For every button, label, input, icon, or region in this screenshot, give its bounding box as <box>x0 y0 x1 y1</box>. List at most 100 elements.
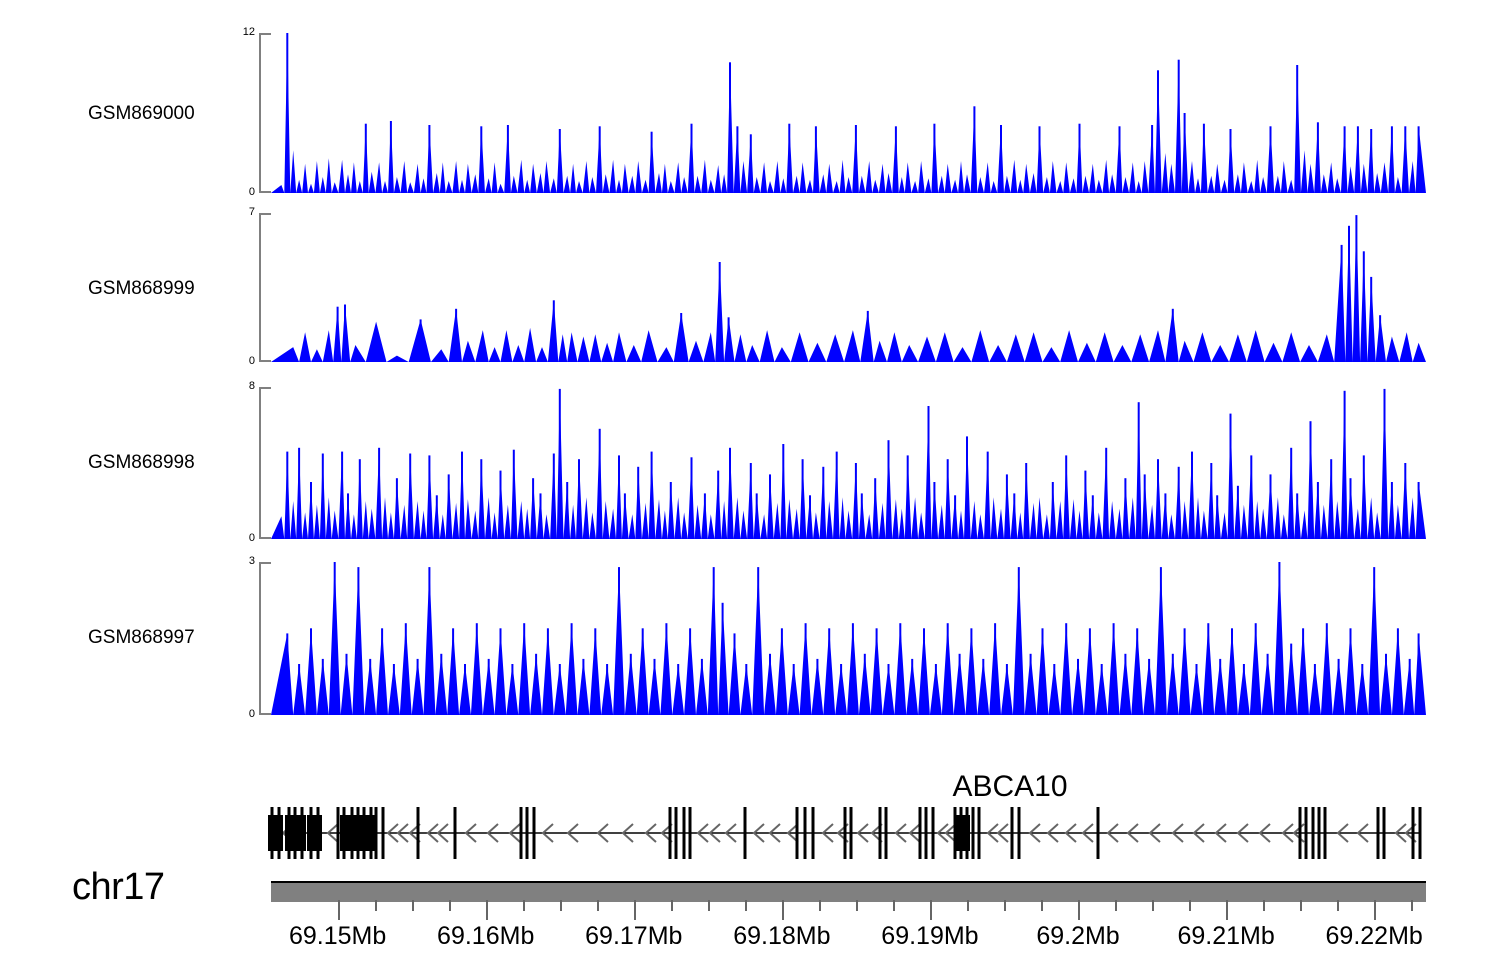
coverage-spike <box>1157 70 1159 193</box>
coverage-spike <box>1065 455 1068 539</box>
gene-exon <box>682 807 686 859</box>
coverage-spike <box>986 451 989 539</box>
coverage-spike <box>1379 315 1382 362</box>
strand-arrow-icon <box>1258 823 1271 843</box>
strand-arrow-icon <box>696 823 709 843</box>
gene-exon <box>519 807 523 859</box>
coverage-spike <box>804 623 807 715</box>
coverage-spike <box>1309 421 1312 539</box>
gene-cds-block <box>307 815 315 851</box>
strand-arrow-icon <box>856 823 869 843</box>
coverage-spike <box>286 33 289 193</box>
strand-arrow-icon <box>464 823 477 843</box>
coverage-spike <box>755 493 758 539</box>
gene-annotation-panel[interactable]: ABCA10 <box>0 770 1500 870</box>
coverage-spike <box>1231 628 1233 715</box>
axis-major-tick <box>633 900 636 920</box>
coverage-spike <box>863 653 866 715</box>
strand-arrow-icon <box>1148 823 1161 843</box>
coverage-spike <box>1337 658 1340 715</box>
coverage-spike <box>1183 113 1186 193</box>
coverage-spike <box>1417 126 1420 193</box>
coverage-spike <box>721 602 724 715</box>
axis-minor-tick <box>448 900 451 911</box>
coverage-spike <box>298 664 301 715</box>
track-label-gsm868999: GSM868999 <box>88 278 195 299</box>
axis-tick-label: 69.15Mb <box>288 922 387 950</box>
gene-exon <box>525 807 529 859</box>
track-y-axis-bracket <box>259 213 271 362</box>
coverage-spike <box>854 463 857 539</box>
strand-arrow-icon <box>1028 823 1041 843</box>
coverage-spike <box>745 664 748 715</box>
strand-arrow-icon <box>724 823 737 843</box>
gene-exon <box>1376 807 1380 859</box>
coverage-spike <box>1124 653 1127 715</box>
strand-arrow-icon <box>786 823 799 843</box>
coverage-spike <box>650 451 653 539</box>
coverage-spike <box>690 123 693 193</box>
strand-arrow-icon <box>1394 823 1407 843</box>
coverage-plot-area[interactable] <box>271 562 1426 715</box>
coverage-spike <box>395 478 398 539</box>
coverage-spike <box>1216 495 1219 539</box>
coverage-spike <box>712 567 715 715</box>
coverage-spike <box>1349 478 1352 539</box>
coverage-spike <box>1177 466 1180 539</box>
track-y-max-value: 12 <box>242 26 255 38</box>
track-y-axis-bracket <box>259 387 271 539</box>
strand-arrow-icon <box>894 823 907 843</box>
gene-exon <box>416 807 420 859</box>
coverage-spike <box>1177 59 1180 193</box>
gene-exon <box>381 807 385 859</box>
axis-minor-tick <box>1003 900 1006 911</box>
coverage-spike <box>1112 623 1115 715</box>
coverage-spike <box>1029 653 1032 715</box>
coverage-spike <box>1355 215 1358 362</box>
strand-arrow-icon <box>1126 823 1139 843</box>
coverage-spike <box>392 664 395 715</box>
coverage-spike <box>1408 658 1411 715</box>
coverage-spike <box>428 455 431 539</box>
gene-exon <box>1096 807 1100 859</box>
coverage-spike <box>1325 623 1328 715</box>
strand-arrow-icon <box>396 823 409 843</box>
coverage-spike <box>1105 447 1108 539</box>
chromosome-label: chr17 <box>72 866 165 908</box>
coverage-spike <box>552 453 555 539</box>
ideogram-bar[interactable] <box>271 881 1426 902</box>
coverage-spike <box>816 658 819 715</box>
coverage-spike <box>558 129 561 193</box>
coverage-spike <box>1013 493 1016 539</box>
coverage-spike <box>946 459 949 539</box>
coverage-plot-area[interactable] <box>271 33 1426 193</box>
coverage-spike <box>1266 653 1269 715</box>
coverage-spike <box>982 658 985 715</box>
coverage-spike <box>310 482 312 539</box>
coverage-spike <box>461 451 463 539</box>
coverage-spike <box>558 664 561 715</box>
coverage-spike <box>333 562 336 715</box>
coverage-plot-area[interactable] <box>271 213 1426 362</box>
track-y-max-value: 8 <box>248 380 255 392</box>
coverage-spike <box>1343 126 1346 193</box>
strand-arrow-icon <box>426 823 439 843</box>
coverage-spike <box>594 628 597 715</box>
coverage-spike <box>416 658 419 715</box>
gene-model-svg[interactable] <box>0 770 1500 870</box>
gene-exon <box>878 807 882 859</box>
strand-arrow-icon <box>936 823 949 843</box>
coverage-spike <box>973 106 976 193</box>
strand-arrow-icon <box>386 823 399 843</box>
coverage-plot-area[interactable] <box>271 387 1426 539</box>
coverage-spike <box>653 658 656 715</box>
coverage-spike <box>341 451 344 539</box>
coverage-spike <box>854 125 857 193</box>
coverage-spike <box>703 493 706 539</box>
strand-arrow-icon <box>821 823 834 843</box>
coverage-spike <box>994 623 997 715</box>
coverage-spike <box>511 664 514 715</box>
coverage-spike <box>378 447 381 539</box>
axis-minor-tick <box>522 900 525 911</box>
coverage-area-chart <box>271 33 1426 193</box>
